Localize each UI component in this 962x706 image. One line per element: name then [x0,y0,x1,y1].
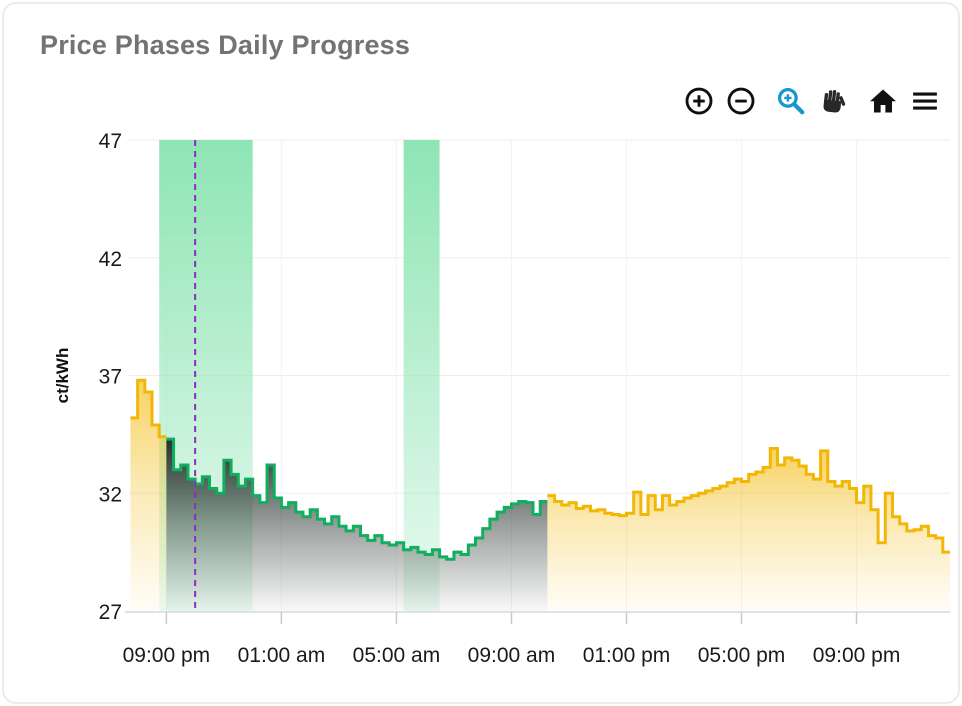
price-cheap-night-area [166,439,548,611]
magnifier-icon [776,86,806,121]
price-expensive-evening-area [130,380,167,611]
zoom-in-icon [684,86,714,121]
y-tick-label: 37 [99,366,122,389]
x-tick-label: 01:00 pm [583,644,671,667]
pan-button[interactable] [817,88,848,119]
cheap-phase-band [403,140,440,611]
y-tick-label: 27 [99,601,122,624]
x-tick-label: 01:00 am [238,644,326,667]
menu-button[interactable] [909,88,940,119]
y-tick-label: 42 [99,248,122,271]
y-tick-label: 32 [99,483,122,506]
page-title: Price Phases Daily Progress [40,30,411,60]
x-tick-label: 09:00 am [468,644,556,667]
home-button[interactable] [867,88,898,119]
home-icon [868,86,898,121]
chart-svg: 09:00 pm 01:00 am 05:00 am 09:00 am 01:00 pm… [53,130,950,667]
zoom-out-button[interactable] [725,86,756,121]
y-tick-label: 47 [99,130,122,153]
hand-icon [818,86,848,121]
x-tick-label: 05:00 am [353,644,441,667]
price-expensive-evening-line [130,378,167,439]
plot-area[interactable] [129,140,950,611]
price-cheap-night-line [166,437,548,561]
price-expensive-day-line [547,447,950,554]
y-axis-title: ct/kWh [53,348,72,404]
chart-toolbar [683,86,940,121]
hamburger-menu-icon [910,86,940,121]
box-zoom-button[interactable] [775,88,806,119]
x-tick-label: 09:00 pm [123,644,211,667]
zoom-out-icon [726,86,756,121]
x-tick-label: 09:00 pm [813,644,901,667]
zoom-in-button[interactable] [683,86,714,121]
x-tick-label: 05:00 pm [698,644,786,667]
